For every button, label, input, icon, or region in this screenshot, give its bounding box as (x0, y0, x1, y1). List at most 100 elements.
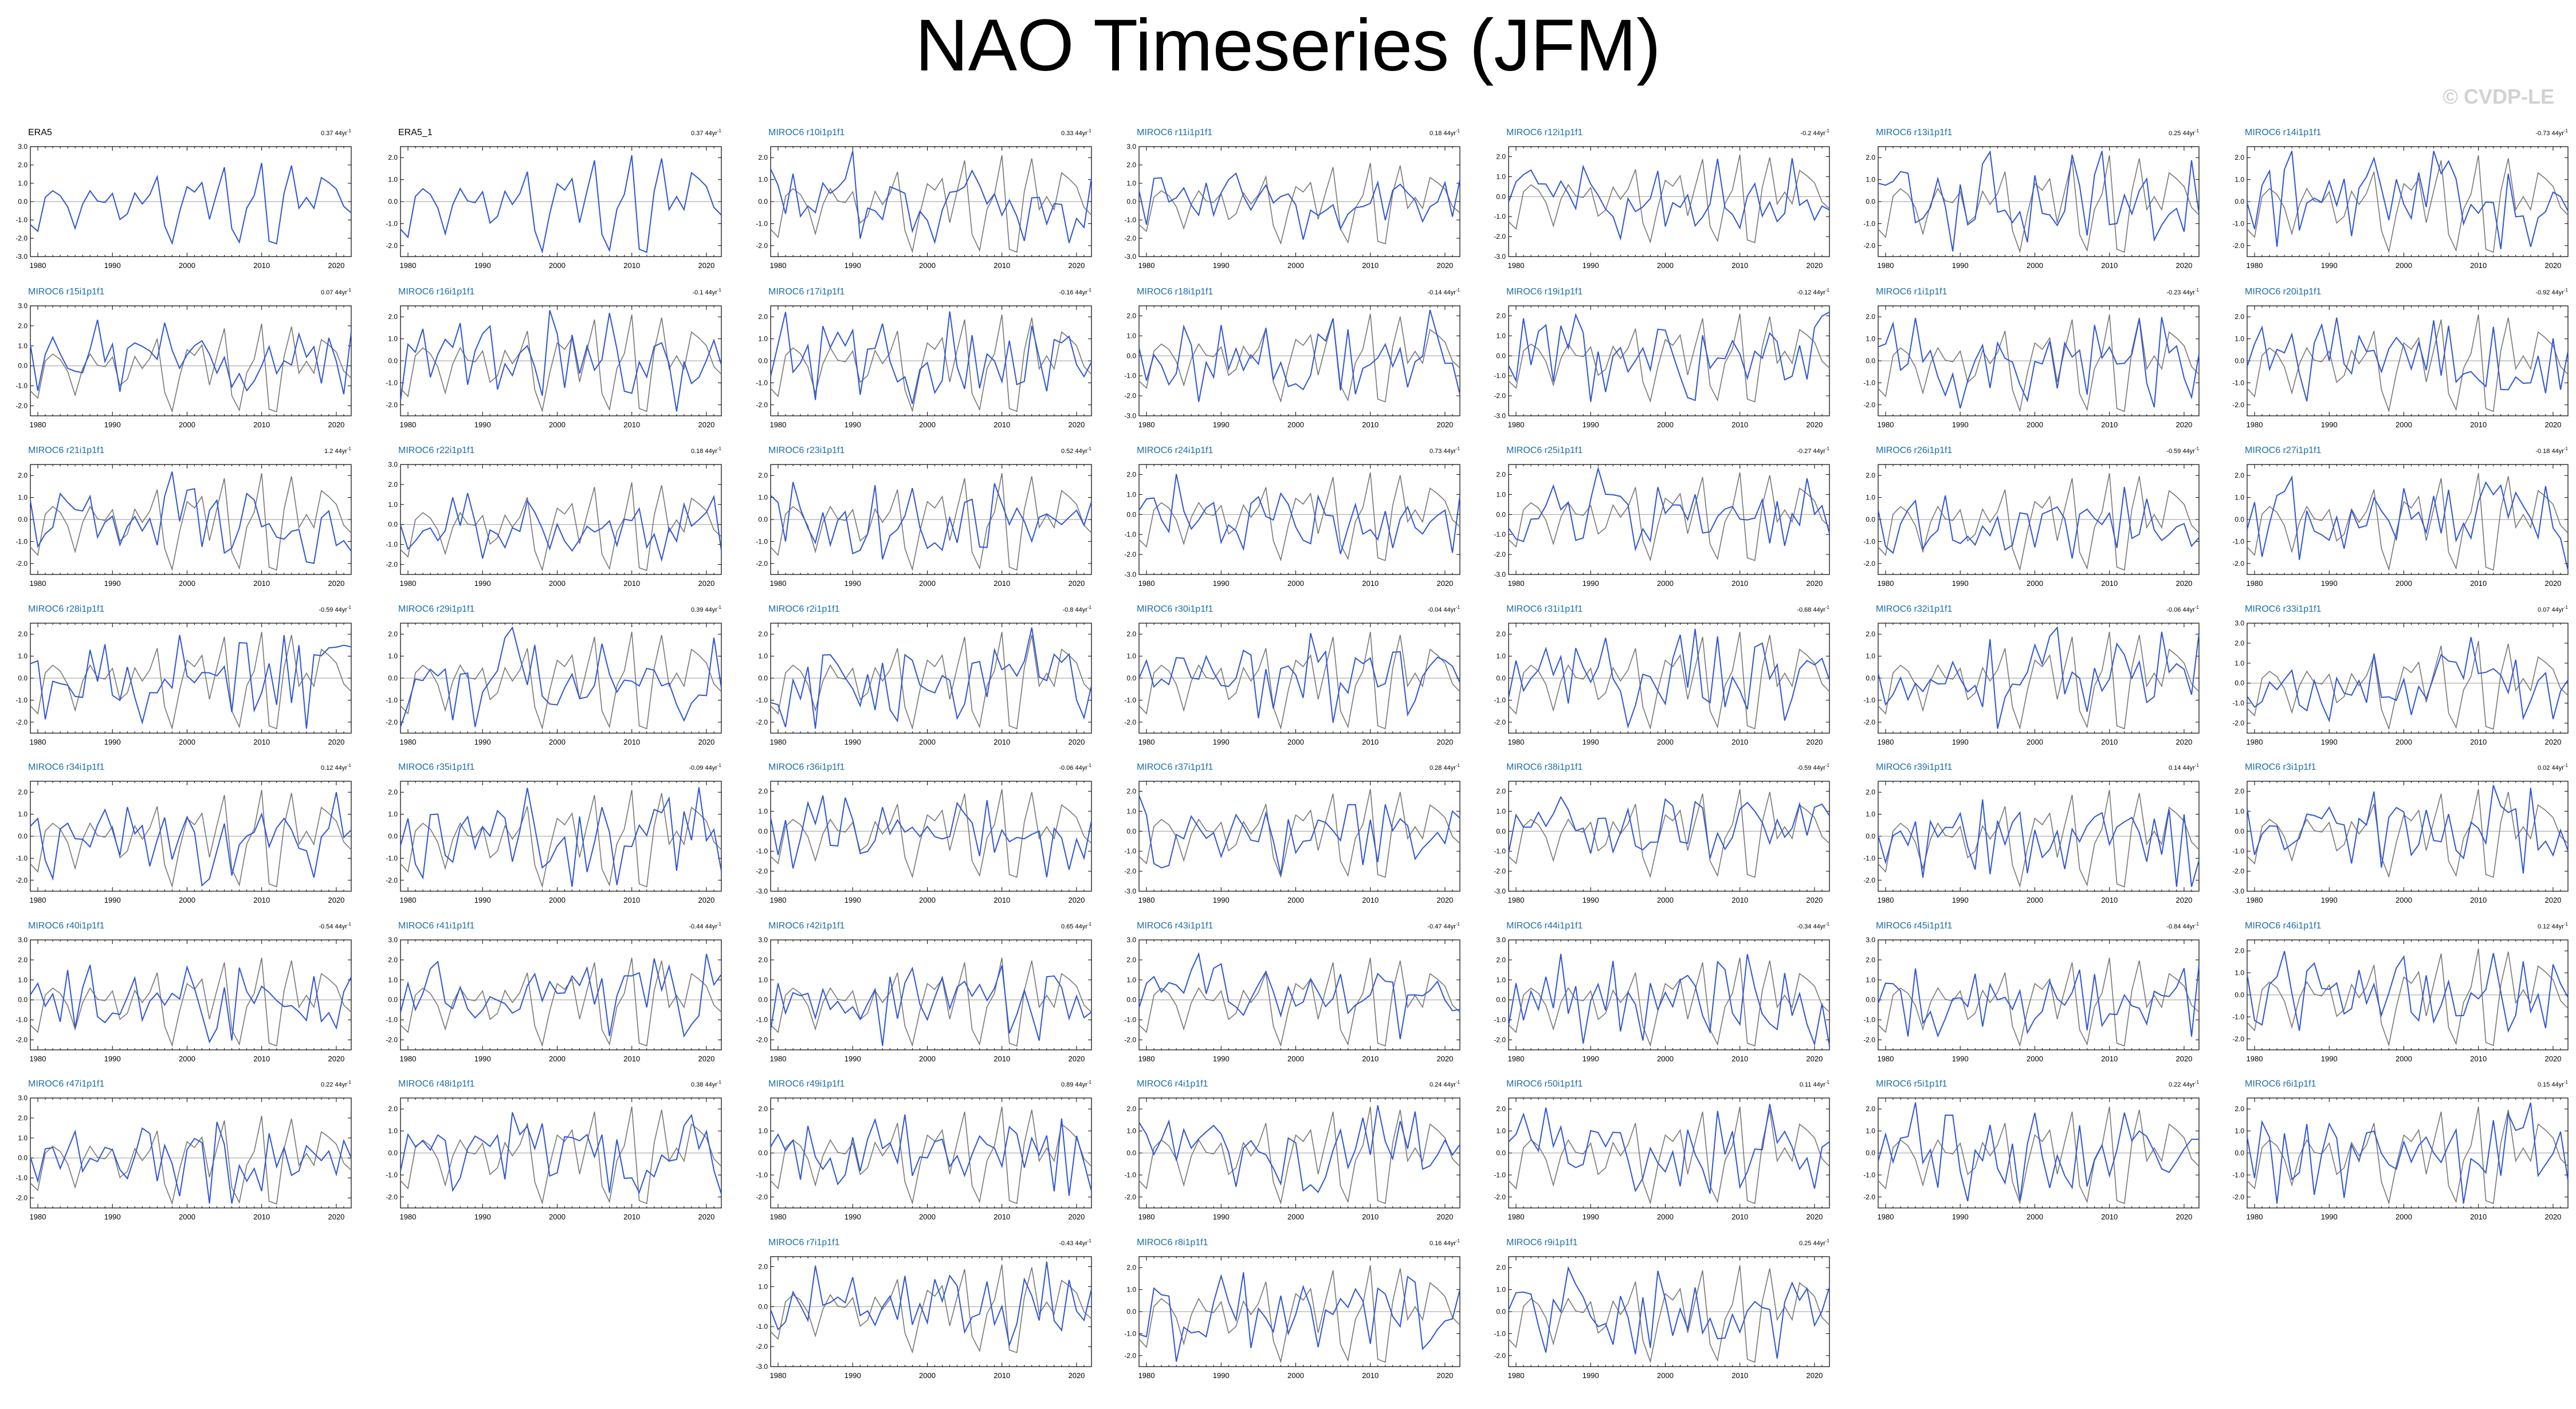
observed-series-line (1138, 958, 1460, 1047)
trend-label: 0.33 44yr-1 (1061, 128, 1092, 137)
plot-frame (30, 939, 352, 1050)
y-tick-label: 1.0 (1126, 332, 1136, 340)
trend-label: -0.27 44yr-1 (1797, 446, 1829, 455)
y-tick-label: -2.0 (15, 1036, 28, 1044)
x-tick-label: 1980 (770, 261, 787, 270)
y-tick-label: -2.0 (1863, 876, 1875, 884)
nao-panel: MIROC6 r33i1p1f1 0.07 44yr-1 3.0 2.0 1.0 0.0 -… (2232, 604, 2569, 746)
x-tick-label: 2000 (1657, 579, 1674, 588)
y-tick-label: 1.0 (758, 176, 768, 184)
y-tick-label: 2.0 (758, 471, 768, 479)
observed-series-line (1878, 155, 2200, 254)
y-tick-label: -2.0 (386, 876, 398, 884)
x-tick-label: 2020 (1436, 738, 1453, 746)
x-tick-label: 2020 (2544, 738, 2561, 746)
x-tick-label: 2000 (549, 261, 566, 270)
y-tick-label: 3.0 (18, 1094, 28, 1102)
x-tick-label: 2010 (253, 738, 270, 746)
x-tick-label: 2000 (549, 738, 566, 746)
y-tick-label: 1.0 (1496, 490, 1506, 498)
panel-label: MIROC6 r10i1p1f1 (768, 128, 845, 137)
x-tick-label: 2000 (2027, 896, 2043, 904)
y-tick-label: 2.0 (2235, 947, 2244, 955)
observed-series-line (1138, 789, 1460, 879)
y-tick-label: -2.0 (756, 718, 768, 726)
x-tick-label: 1980 (1878, 896, 1894, 904)
y-tick-label: -1.0 (2232, 1013, 2244, 1021)
nao-panel: MIROC6 r30i1p1f1 -0.04 44yr-1 2.0 1.0 0.0 -1.… (1124, 604, 1460, 746)
x-tick-label: 2020 (2544, 579, 2561, 588)
y-tick-label: 0.0 (18, 1154, 28, 1162)
x-tick-label: 2000 (2027, 738, 2043, 746)
member-series-line (1878, 317, 2200, 409)
y-tick-label: 1.0 (1866, 335, 1875, 343)
observed-series-line (1878, 314, 2200, 413)
y-tick-label: -1.0 (1494, 847, 1506, 855)
x-tick-label: 1990 (1213, 579, 1230, 588)
plot-frame (30, 1097, 352, 1209)
y-tick-label: 0.0 (1126, 674, 1136, 682)
x-tick-label: 1980 (2247, 1054, 2263, 1063)
x-tick-label: 1990 (1582, 579, 1599, 588)
x-tick-label: 2010 (994, 579, 1010, 588)
y-tick-label: -2.0 (1863, 242, 1875, 250)
x-tick-label: 2000 (1657, 1054, 1674, 1063)
y-tick-label: -1.0 (386, 379, 398, 387)
x-tick-label: 1990 (104, 579, 121, 588)
x-tick-label: 2010 (1362, 420, 1379, 429)
y-tick-label: 1.0 (18, 494, 28, 502)
x-tick-label: 2020 (698, 896, 714, 904)
x-tick-label: 2000 (179, 579, 195, 588)
y-tick-label: 2.0 (1496, 787, 1506, 795)
x-tick-label: 2020 (2176, 896, 2192, 904)
y-tick-label: -1.0 (1863, 854, 1875, 862)
panel-label: MIROC6 r37i1p1f1 (1137, 762, 1213, 772)
y-tick-label: 1.0 (2235, 807, 2244, 815)
x-tick-label: 1980 (770, 579, 787, 588)
nao-panel: MIROC6 r17i1p1f1 -0.16 44yr-1 2.0 1.0 0.0 -1.… (756, 287, 1092, 429)
panel-label: MIROC6 r35i1p1f1 (398, 762, 474, 772)
y-tick-label: 2.0 (758, 630, 768, 638)
member-series-line (1138, 952, 1460, 1040)
x-tick-label: 2010 (2101, 738, 2118, 746)
trend-label: -0.68 44yr-1 (1797, 605, 1829, 613)
x-tick-label: 2000 (2027, 1054, 2043, 1063)
y-tick-label: 0.0 (388, 521, 398, 529)
x-tick-label: 2020 (1068, 1054, 1085, 1063)
panel-label: MIROC6 r46i1p1f1 (2245, 921, 2321, 931)
y-tick-label: 0.0 (1496, 192, 1506, 200)
panel-label: MIROC6 r13i1p1f1 (1876, 128, 1952, 137)
y-tick-label: -1.0 (1863, 537, 1875, 545)
x-tick-label: 1990 (1213, 738, 1230, 746)
x-tick-label: 2020 (1806, 579, 1823, 588)
trend-label: 0.07 44yr-1 (321, 288, 352, 296)
observed-series-line (1138, 163, 1460, 245)
y-tick-label: 0.0 (1496, 674, 1506, 682)
x-tick-label: 2000 (2396, 261, 2412, 270)
x-tick-label: 1980 (30, 1054, 46, 1063)
x-tick-label: 1990 (1582, 738, 1599, 746)
y-tick-label: 0.0 (1866, 515, 1875, 524)
y-tick-label: -1.0 (15, 1174, 28, 1182)
y-tick-label: -3.0 (1124, 887, 1136, 895)
y-tick-label: -2.0 (1494, 392, 1506, 400)
member-series-line (1508, 158, 1830, 241)
x-tick-label: 1980 (2247, 261, 2263, 270)
x-tick-label: 1990 (1213, 896, 1230, 904)
y-tick-label: 2.0 (1126, 161, 1136, 169)
observed-series-line (2247, 948, 2569, 1047)
member-series-line (1138, 795, 1460, 875)
plot-frame (1508, 146, 1830, 257)
x-tick-label: 2010 (623, 579, 640, 588)
x-tick-label: 2000 (919, 261, 936, 270)
y-tick-label: 1.0 (1496, 332, 1506, 340)
x-tick-label: 2010 (2101, 579, 2118, 588)
x-tick-label: 1990 (1213, 420, 1230, 429)
y-tick-label: -1.0 (2232, 379, 2244, 387)
x-tick-label: 2010 (1362, 579, 1379, 588)
observed-series-line (30, 631, 352, 730)
x-tick-label: 1980 (30, 579, 46, 588)
nao-panel: MIROC6 r14i1p1f1 -0.73 44yr-1 2.0 1.0 0.0 -1.… (2232, 128, 2569, 270)
y-tick-label: 0.0 (1866, 198, 1875, 206)
observed-series-line (2247, 314, 2569, 413)
